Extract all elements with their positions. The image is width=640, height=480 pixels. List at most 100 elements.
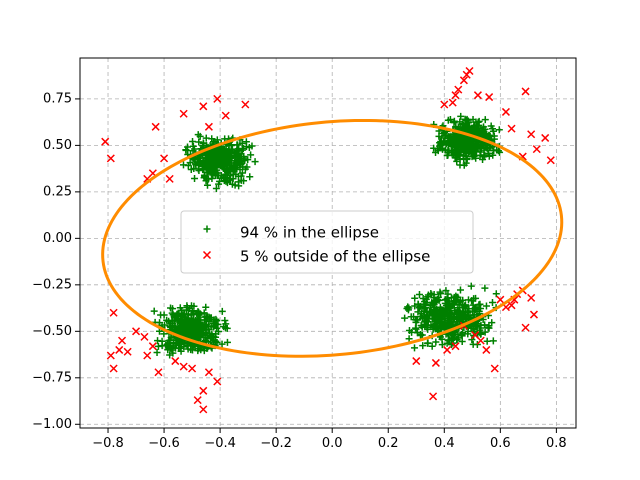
point-inside [467, 282, 475, 290]
point-inside [459, 142, 467, 150]
axis-ticks: −0.8 −0.6 −0.4 −0.2 0.0 0.2 0.4 0.6 0.8 −1.00 −0.7… [32, 91, 567, 451]
point-inside [188, 302, 196, 310]
point-inside [458, 120, 466, 128]
point-inside [180, 343, 188, 351]
point-outside [199, 102, 208, 111]
point-inside [153, 348, 161, 356]
point-inside [444, 290, 452, 298]
point-inside [214, 328, 222, 336]
point-inside [242, 143, 250, 151]
point-inside [481, 125, 489, 133]
point-inside [177, 347, 185, 355]
point-inside [195, 167, 203, 175]
point-inside [203, 313, 211, 321]
point-outside [140, 332, 149, 341]
point-inside [405, 335, 413, 343]
point-inside [226, 175, 234, 183]
point-outside [118, 336, 127, 345]
point-inside [462, 311, 470, 319]
point-inside [429, 312, 437, 320]
point-inside [199, 166, 207, 174]
point-inside [490, 135, 498, 143]
point-outside [221, 111, 230, 120]
point-inside [186, 159, 194, 167]
point-inside [219, 163, 227, 171]
point-inside [460, 147, 468, 155]
point-inside [222, 177, 230, 185]
point-inside [208, 169, 216, 177]
point-outside [476, 336, 485, 345]
point-outside [193, 396, 202, 405]
point-inside [193, 327, 201, 335]
point-inside [473, 322, 481, 330]
point-inside [446, 310, 454, 318]
point-inside [463, 155, 471, 163]
point-inside [183, 329, 191, 337]
point-inside [193, 156, 201, 164]
point-inside [432, 313, 440, 321]
point-inside [432, 319, 440, 327]
point-inside [172, 312, 180, 320]
point-inside [432, 338, 440, 346]
point-inside [223, 179, 231, 187]
point-inside [246, 173, 254, 181]
point-inside [424, 325, 432, 333]
point-inside [447, 294, 455, 302]
point-inside [187, 311, 195, 319]
point-outside [199, 386, 208, 395]
point-inside [243, 163, 251, 171]
point-inside [154, 342, 162, 350]
point-inside [211, 156, 219, 164]
confidence-ellipse [101, 118, 564, 358]
point-inside [166, 319, 174, 327]
point-inside [414, 308, 422, 316]
point-inside [196, 310, 204, 318]
point-inside [465, 126, 473, 134]
point-outside [448, 98, 457, 107]
point-inside [163, 316, 171, 324]
point-inside [212, 155, 220, 163]
point-outside [109, 308, 118, 317]
point-inside [202, 177, 210, 185]
x-tick-label: −0.2 [260, 436, 292, 451]
point-inside [179, 161, 187, 169]
point-inside [460, 302, 468, 310]
legend-label-outside: 5 % outside of the ellipse [240, 248, 430, 266]
point-inside [489, 151, 497, 159]
point-inside [247, 151, 255, 159]
point-inside [201, 321, 209, 329]
point-inside [482, 302, 490, 310]
ellipse-layer [101, 118, 564, 358]
point-inside [455, 152, 463, 160]
point-inside [455, 314, 463, 322]
point-inside [226, 151, 234, 159]
point-inside [465, 305, 473, 313]
point-outside [465, 66, 474, 76]
point-inside [411, 344, 419, 352]
point-outside [204, 122, 213, 131]
point-inside [208, 330, 216, 338]
point-inside [175, 316, 183, 324]
point-inside [481, 284, 489, 292]
point-inside [217, 145, 225, 153]
point-inside [150, 307, 158, 315]
y-tick-label: −0.25 [32, 277, 72, 292]
point-inside [238, 139, 246, 147]
point-inside [477, 324, 485, 332]
point-inside [223, 324, 231, 332]
point-inside [188, 317, 196, 325]
point-inside [237, 172, 245, 180]
point-outside [451, 91, 460, 100]
point-outside [148, 342, 157, 351]
point-inside [179, 318, 187, 326]
point-inside [450, 299, 458, 307]
y-tick-label: 0.25 [43, 184, 72, 199]
point-inside [202, 303, 210, 311]
point-inside [436, 288, 444, 296]
point-outside [490, 364, 499, 373]
point-inside [489, 127, 497, 135]
point-inside [180, 323, 188, 331]
point-inside [154, 337, 162, 345]
point-inside [415, 290, 423, 298]
